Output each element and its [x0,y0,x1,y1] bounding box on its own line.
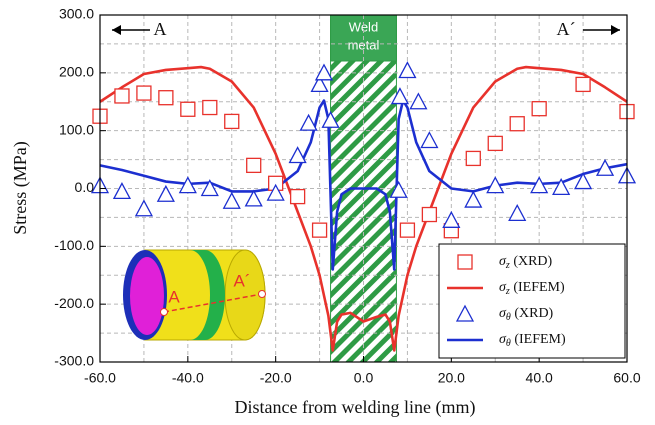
marker-square [136,85,152,101]
x-tick-label: -60.0 [84,370,116,386]
x-tick-label: 0.0 [354,370,374,386]
inset-cylinder: A A´ [123,249,266,341]
marker-triangle [266,183,285,201]
x-tick-label: -40.0 [172,370,204,386]
marker-triangle [530,176,549,194]
inset-label-a: A [168,287,180,306]
marker-triangle [222,191,241,209]
marker-square [487,135,503,152]
x-tick-label: 40.0 [526,370,553,386]
inset-label-a-prime: A´ [234,271,251,290]
marker-square [114,88,130,104]
marker-triangle [321,110,340,128]
arrowhead-right [611,25,620,35]
y-tick-label: 200.0 [59,64,94,80]
section-point [258,290,266,298]
section-label-right: A´ [557,19,576,39]
marker-triangle [389,180,408,198]
marker-square [202,99,218,116]
marker-triangle [486,176,505,194]
marker-triangle [134,199,154,217]
marker-square [180,101,196,117]
marker-triangle [314,63,334,81]
marker-triangle [455,304,475,322]
marker-triangle [310,75,329,93]
legend-label: σθ (XRD) [499,306,554,323]
marker-triangle [112,182,132,200]
arrowhead-left [112,25,121,35]
y-tick-label: 100.0 [59,121,94,137]
y-tick-label: 0.0 [75,179,95,195]
marker-square [399,222,416,238]
axes-layer: -300.0 -200.0 -100.0 0.0 100.0 200.0 300.0 -60.… [54,6,641,386]
marker-triangle [508,203,527,222]
weld-label: Weld [349,19,378,34]
marker-square [457,254,473,270]
marker-triangle [288,146,307,164]
legend: σz (XRD) σz (IEFEM) σθ (XRD) σθ (IEFEM) [438,243,626,359]
section-point [160,308,168,316]
marker-triangle [398,61,417,79]
marker-triangle [200,179,219,197]
x-axis-title: Distance from welding line (mm) [235,397,476,418]
marker-square [224,113,240,130]
marker-square [246,157,262,174]
series-line [99,65,628,352]
marker-triangle [178,176,197,194]
section-line [163,293,263,313]
marker-triangle [552,177,571,195]
marker-triangle [573,172,593,190]
x-tick-label: 20.0 [438,370,465,386]
y-tick-label: -300.0 [54,353,94,369]
legend-label: σθ (IEFEM) [499,332,566,349]
y-tick-label: -100.0 [54,237,94,253]
marker-square [531,101,547,117]
y-tick-label: -200.0 [54,295,94,311]
marker-triangle [442,210,461,228]
marker-square [289,188,306,205]
marker-square [509,116,525,132]
weld-ring [190,250,225,340]
marker-triangle [464,190,483,208]
cylinder-bore [130,257,164,335]
y-tick-label: 300.0 [59,6,94,22]
marker-triangle [299,113,318,131]
marker-triangle [409,92,428,110]
data-layer [90,61,637,352]
marker-triangle [595,158,615,176]
section-label-left: A [154,19,167,39]
marker-triangle [244,189,263,207]
marker-square [465,150,481,167]
y-axis-title: Stress (MPa) [10,141,31,235]
marker-triangle [156,184,175,202]
marker-triangle [420,131,439,149]
marker-square [311,222,328,238]
legend-label: σz (XRD) [499,254,553,271]
marker-square [158,90,174,106]
marker-square [421,206,438,223]
x-tick-label: -20.0 [260,370,292,386]
x-tick-label: 60.0 [613,370,640,386]
marker-triangle [390,87,410,105]
legend-label: σz (IEFEM) [499,280,565,297]
marker-square [575,76,591,93]
